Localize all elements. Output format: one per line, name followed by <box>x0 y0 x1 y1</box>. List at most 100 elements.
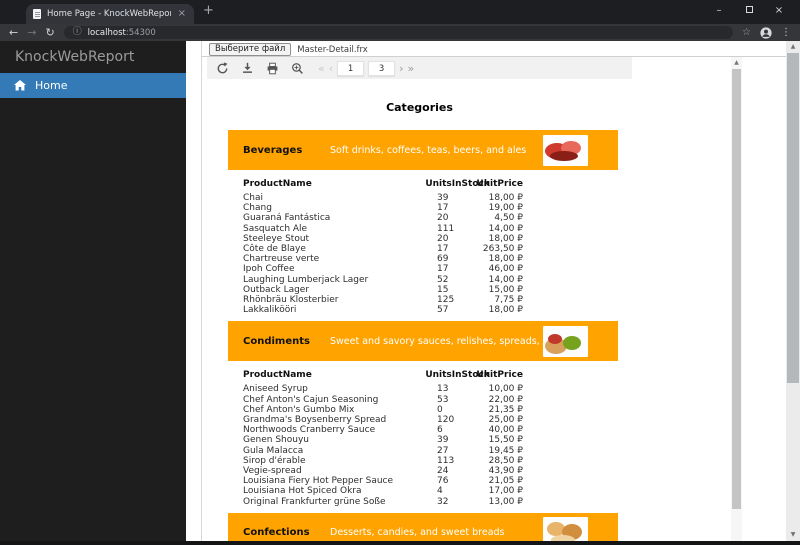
cell-product: Steeleye Stout <box>243 233 310 244</box>
cell-units: 125 <box>437 295 455 306</box>
scroll-up-icon[interactable]: ▲ <box>734 59 739 66</box>
url-host: localhost <box>87 27 126 38</box>
cell-product: Ipoh Coffee <box>243 264 295 275</box>
cell-product: Sirop d'érable <box>243 455 306 466</box>
reload-icon[interactable]: ↻ <box>45 26 55 39</box>
cell-price: 14,00 ₽ <box>488 223 523 234</box>
tab-strip: Home Page - KnockWebReport × + – × <box>0 0 800 24</box>
category-band: Condiments Sweet and savory sauces, relis… <box>228 321 618 362</box>
first-page-icon[interactable]: « <box>318 61 325 75</box>
cell-units: 6 <box>437 425 443 436</box>
table-row: Genen Shouyu 39 15,50 ₽ <box>243 435 523 445</box>
browser-menu-icon[interactable]: ⋮ <box>781 26 791 38</box>
report-scrollbar-thumb[interactable] <box>732 69 741 509</box>
maximize-button[interactable] <box>734 0 764 22</box>
window-controls: – × <box>704 0 794 22</box>
bookmark-star-icon[interactable]: ☆ <box>742 26 751 38</box>
cell-price: 21,35 ₽ <box>488 404 523 415</box>
cell-product: Northwoods Cranberry Sauce <box>243 425 376 436</box>
report-sections: Beverages Soft drinks, coffees, teas, bee… <box>207 130 632 541</box>
cell-price: 25,00 ₽ <box>488 415 523 426</box>
cell-price: 28,50 ₽ <box>488 455 523 466</box>
next-page-icon[interactable]: › <box>399 61 404 75</box>
cell-units: 57 <box>437 305 449 316</box>
refresh-icon <box>217 61 228 73</box>
cell-price: 4,50 ₽ <box>494 213 523 224</box>
save-report-button[interactable] <box>239 60 255 76</box>
report-scrollbar[interactable]: ▲ <box>731 57 742 541</box>
cell-product: Sasquatch Ale <box>243 223 308 234</box>
browser-scrollbar[interactable]: ▲ ▼ <box>786 41 800 541</box>
browser-scroll-up-icon[interactable]: ▲ <box>790 43 796 50</box>
browser-scroll-down-icon[interactable]: ▼ <box>790 531 796 538</box>
table-row: Gula Malacca 27 19,45 ₽ <box>243 446 523 456</box>
last-page-icon[interactable]: » <box>407 61 415 75</box>
choose-file-button[interactable]: Выберите файл <box>209 43 292 56</box>
toolbar-divider <box>201 56 786 57</box>
category-name: Confections <box>243 527 310 539</box>
minimize-button[interactable]: – <box>716 5 722 16</box>
page-navigation: « ‹ 1 3 › » <box>318 60 415 76</box>
prev-page-icon[interactable]: ‹ <box>328 61 334 75</box>
print-report-button[interactable] <box>264 60 280 76</box>
cell-product: Chang <box>243 203 272 214</box>
back-icon[interactable]: ← <box>9 26 19 39</box>
cell-product: Original Frankfurter grüne Soße <box>243 496 386 507</box>
site-info-icon[interactable]: ⓘ <box>72 27 82 37</box>
cell-units: 39 <box>437 193 449 203</box>
close-tab-icon[interactable]: × <box>177 8 186 19</box>
zoom-icon <box>291 62 303 74</box>
zoom-report-button[interactable] <box>289 60 305 76</box>
current-page-input[interactable]: 1 <box>337 60 365 76</box>
beverages-photo <box>543 134 588 166</box>
table-row: Chef Anton's Gumbo Mix 0 21,35 ₽ <box>243 405 523 415</box>
column-price: UnitPrice <box>476 370 523 381</box>
category-band: Confections Desserts, candies, and sweet … <box>228 512 618 541</box>
column-price: UnitPrice <box>476 179 523 189</box>
cell-price: 18,00 ₽ <box>488 305 523 316</box>
browser-tab[interactable]: Home Page - KnockWebReport × <box>26 4 194 24</box>
table-row: Outback Lager 15 15,00 ₽ <box>243 285 523 295</box>
cell-product: Gula Malacca <box>243 445 304 456</box>
cell-product: Chef Anton's Gumbo Mix <box>243 404 355 415</box>
cell-units: 20 <box>437 213 449 224</box>
profile-avatar-icon[interactable] <box>760 26 772 39</box>
table-row: Sasquatch Ale 111 14,00 ₽ <box>243 224 523 234</box>
cell-price: 40,00 ₽ <box>488 425 523 436</box>
url-input[interactable]: ⓘ localhost:54300 <box>63 26 734 39</box>
cell-price: 17,00 ₽ <box>488 486 523 497</box>
table-row: Sirop d'érable 113 28,50 ₽ <box>243 456 523 466</box>
cell-units: 76 <box>437 476 449 487</box>
table-row: Laughing Lumberjack Lager 52 14,00 ₽ <box>243 275 523 285</box>
table-row: Lakkalikööri 57 18,00 ₽ <box>243 305 523 315</box>
sidebar-item-label: Home <box>35 79 68 92</box>
browser-scrollbar-thumb[interactable] <box>787 53 799 383</box>
category-name: Condiments <box>243 335 310 347</box>
cell-product: Côte de Blaye <box>243 244 306 255</box>
table-body: Chai 39 18,00 ₽ Chang 17 19,00 ₽ Guaraná Fantá… <box>207 193 632 315</box>
file-picker: Выберите файл Master-Detail.frx <box>209 43 368 56</box>
cell-units: 111 <box>437 223 455 234</box>
cell-price: 7,75 ₽ <box>494 295 523 306</box>
cell-units: 52 <box>437 274 449 285</box>
category-description: Soft drinks, coffees, teas, beers, and a… <box>330 144 527 156</box>
close-window-button[interactable]: × <box>774 5 784 16</box>
new-tab-button[interactable]: + <box>203 3 214 18</box>
cell-price: 263,50 ₽ <box>482 244 523 255</box>
selected-file-name: Master-Detail.frx <box>297 44 368 55</box>
cell-price: 15,50 ₽ <box>488 435 523 446</box>
forward-icon[interactable]: → <box>27 26 37 39</box>
table-row: Chang 17 19,00 ₽ <box>243 203 523 213</box>
table-row: Vegie-spread 24 43,90 ₽ <box>243 466 523 476</box>
address-bar: ← → ↻ ⓘ localhost:54300 ☆ ⋮ <box>0 24 800 41</box>
cell-units: 113 <box>437 455 455 466</box>
table-row: Rhönbräu Klosterbier 125 7,75 ₽ <box>243 295 523 305</box>
sidebar-item-home[interactable]: Home <box>0 73 186 98</box>
url-text: localhost:54300 <box>88 28 156 38</box>
refresh-report-button[interactable] <box>214 60 230 76</box>
cell-units: 53 <box>437 394 449 405</box>
table-row: Grandma's Boysenberry Spread 120 25,00 ₽ <box>243 415 523 425</box>
cell-price: 10,00 ₽ <box>488 384 523 395</box>
confections-photo <box>543 517 588 541</box>
